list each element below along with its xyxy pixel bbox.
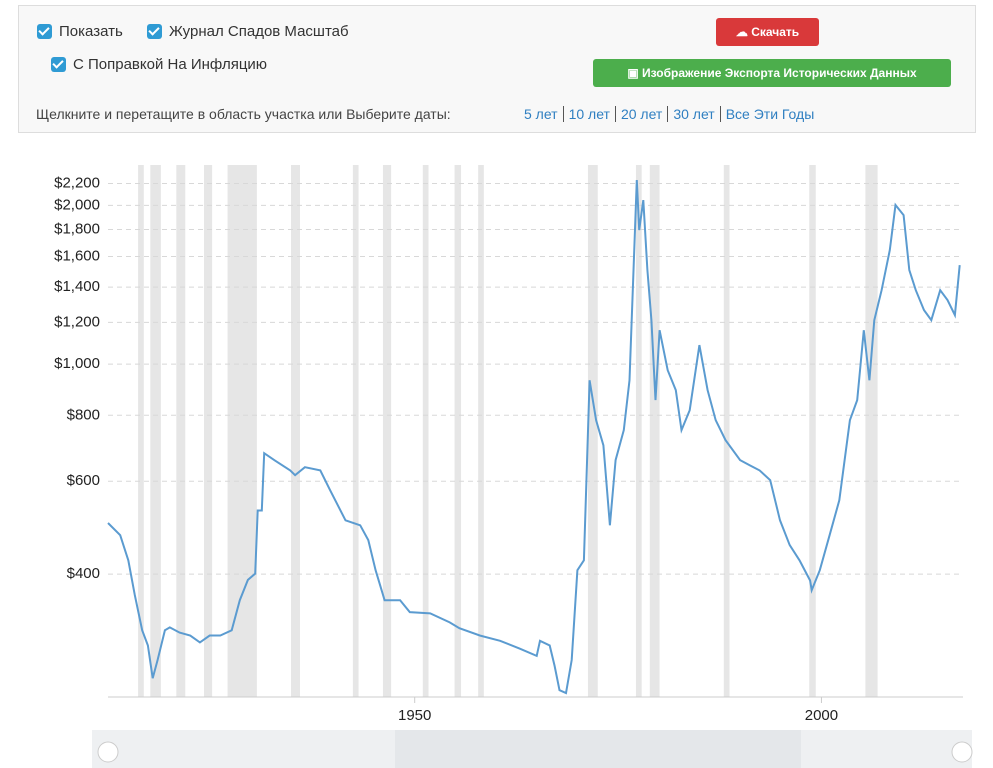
range-link[interactable]: 10 лет — [562, 106, 615, 122]
y-tick-label: $1,000 — [54, 355, 100, 372]
y-tick-label: $1,800 — [54, 220, 100, 237]
button-label: Изображение Экспорта Исторических Данных — [642, 66, 917, 80]
checkbox[interactable]: Показать — [37, 23, 123, 40]
navigator-window — [395, 730, 801, 768]
range-links: 5 лет 10 лет 20 лет 30 лет Все Эти Годы — [519, 106, 819, 122]
download-button[interactable]: ☁ Скачать — [716, 18, 819, 46]
y-tick-label: $1,600 — [54, 247, 100, 264]
recession-band — [138, 165, 144, 697]
price-line — [107, 179, 961, 695]
recession-band — [865, 165, 878, 697]
checkbox-label: Журнал Спадов Масштаб — [169, 23, 349, 40]
recession-band — [723, 165, 730, 697]
hint: Щелкните и перетащите в область участка … — [36, 106, 451, 122]
navigator-handle[interactable] — [951, 741, 973, 763]
checkbox-label: Показать — [59, 23, 123, 40]
recession-band — [649, 165, 660, 697]
checkbox[interactable]: Журнал Спадов Масштаб — [147, 23, 349, 40]
recession-band — [227, 165, 257, 697]
recession-band — [352, 165, 359, 697]
recession-band — [150, 165, 161, 697]
recession-band — [809, 165, 816, 697]
y-tick-label: $2,000 — [54, 196, 100, 213]
checkbox-label: С Поправкой На Инфляцию — [73, 56, 268, 73]
recession-band — [478, 165, 484, 697]
range-link[interactable]: 30 лет — [667, 106, 719, 122]
recession-band — [635, 165, 642, 697]
y-tick-label: $600 — [67, 472, 100, 489]
chart: $400 $600 $800 $1,000 $1,200 $1,400 $1,600 $1,8… — [54, 165, 973, 768]
y-tick-label: $800 — [67, 406, 100, 423]
x-tick-label: 2000 — [805, 707, 838, 724]
navigator-handle[interactable] — [97, 741, 119, 763]
range-link[interactable]: 20 лет — [614, 106, 667, 122]
range-link[interactable]: Все Эти Годы — [719, 106, 820, 122]
recession-band — [291, 165, 300, 697]
y-tick-label: $2,200 — [54, 174, 100, 191]
recession-band — [176, 165, 186, 697]
checkbox[interactable]: С Поправкой На Инфляцию — [51, 56, 267, 73]
range-link[interactable]: 5 лет — [524, 106, 558, 122]
y-tick-label: $400 — [67, 565, 100, 582]
y-tick-label: $1,400 — [54, 278, 100, 295]
recession-band — [422, 165, 429, 697]
recession-band — [454, 165, 462, 697]
x-tick-label: 1950 — [398, 707, 431, 724]
recession-band — [203, 165, 213, 697]
y-tick-label: $1,200 — [54, 313, 100, 330]
recession-band — [587, 165, 598, 697]
export-button[interactable]: ▣ Изображение Экспорта Исторических Данн… — [593, 59, 951, 87]
control-panel: Показать Журнал Спадов Масштаб С Поправк… — [18, 5, 976, 133]
button-label: Скачать — [751, 25, 800, 39]
recession-band — [382, 165, 392, 697]
